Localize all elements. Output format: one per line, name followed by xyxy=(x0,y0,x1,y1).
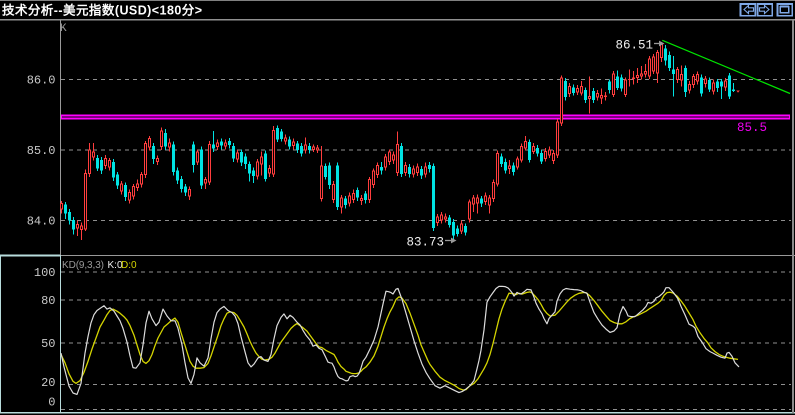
svg-text:86.51: 86.51 xyxy=(615,39,653,53)
svg-text:20: 20 xyxy=(41,376,55,390)
svg-text:KD(9,3,3): KD(9,3,3) xyxy=(62,260,104,271)
svg-text:100: 100 xyxy=(34,266,56,280)
svg-text:D:0: D:0 xyxy=(121,260,137,271)
svg-text:80: 80 xyxy=(41,294,55,308)
svg-text:85.0: 85.0 xyxy=(27,144,56,158)
svg-text:K: K xyxy=(60,23,67,35)
svg-text:技术分析--美元指数(USD)<180分>: 技术分析--美元指数(USD)<180分> xyxy=(2,3,202,18)
svg-text:K:0: K:0 xyxy=(108,260,123,271)
svg-text:85.5: 85.5 xyxy=(737,121,767,135)
svg-text:50: 50 xyxy=(41,337,55,351)
svg-text:86.0: 86.0 xyxy=(27,74,56,88)
svg-text:84.0: 84.0 xyxy=(27,215,56,229)
svg-text:83.73: 83.73 xyxy=(406,236,444,250)
svg-text:0: 0 xyxy=(48,396,55,410)
